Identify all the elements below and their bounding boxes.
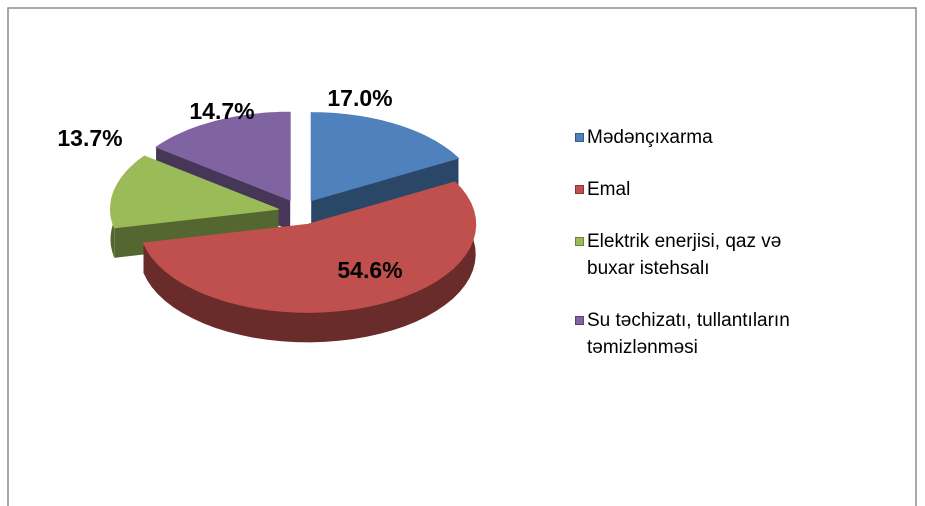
legend-label: Su təchizatı, tullantıların təmizlənməsi [587, 310, 790, 358]
pie: 17.0% 54.6% 13.7% 14.7% [57, 85, 477, 343]
slice-top [142, 181, 477, 313]
legend-swatch [575, 185, 584, 194]
slice-top [310, 112, 460, 202]
slice-top [155, 111, 291, 201]
legend-swatch [575, 237, 584, 246]
legend-item: Emal [575, 176, 805, 203]
chart-frame [7, 7, 917, 506]
legend-item: Elektrik enerjisi, qaz və buxar istehsal… [575, 228, 805, 282]
legend-swatch [575, 133, 584, 142]
legend-item: Su təchizatı, tullantıların təmizlənməsi [575, 307, 805, 361]
legend-label: Mədənçıxarma [587, 127, 713, 148]
legend-swatch [575, 316, 584, 325]
legend-label: Elektrik enerjisi, qaz və buxar istehsal… [587, 231, 782, 279]
value-label: 14.7% [189, 98, 254, 124]
legend-label: Emal [587, 179, 631, 200]
slice-top [110, 155, 279, 229]
value-label: 54.6% [337, 257, 402, 283]
slice [142, 181, 477, 343]
value-label: 13.7% [57, 125, 122, 151]
legend-item: Mədənçıxarma [575, 124, 805, 151]
legend: Mədənçıxarma Emal Elektrik enerjisi, qaz v… [575, 124, 805, 386]
value-label: 17.0% [327, 85, 392, 111]
slice-side [143, 182, 476, 343]
